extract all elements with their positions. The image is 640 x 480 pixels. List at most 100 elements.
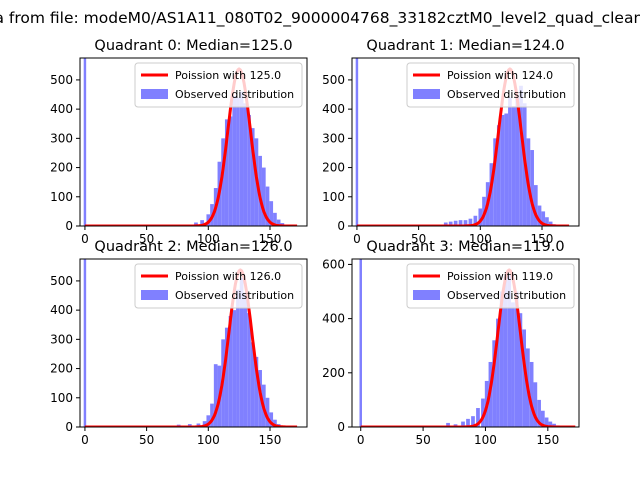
histogram-bar bbox=[533, 185, 538, 226]
legend-label-poisson: Poission with 125.0 bbox=[175, 69, 281, 82]
histogram-bar bbox=[529, 361, 534, 427]
histogram-bar bbox=[515, 97, 520, 226]
histogram-bar-zero bbox=[83, 259, 87, 427]
histogram-bar bbox=[232, 95, 237, 226]
histogram-bar bbox=[453, 220, 458, 226]
histogram-bar bbox=[508, 97, 512, 226]
poisson-curve bbox=[356, 67, 570, 226]
x-tick-label: 150 bbox=[531, 232, 554, 246]
histogram-bar bbox=[239, 277, 244, 427]
axes-frame bbox=[351, 57, 580, 227]
subplot-quadrant-3: 0 50 100 150 0 200 400 600 Poission with 119.0 Ob… bbox=[322, 239, 580, 447]
histogram-bar bbox=[200, 220, 204, 226]
legend-label-poisson: Poission with 124.0 bbox=[447, 69, 553, 82]
histogram-bar bbox=[236, 289, 240, 427]
y-tick-label: 300 bbox=[322, 131, 345, 145]
histogram-bar bbox=[507, 275, 512, 427]
histogram-bar bbox=[541, 211, 546, 226]
legend-label-poisson: Poission with 119.0 bbox=[447, 270, 553, 283]
legend-box bbox=[134, 62, 303, 108]
histogram-bar bbox=[446, 422, 450, 427]
x-tick-label: 150 bbox=[259, 433, 282, 447]
histogram-bar bbox=[463, 220, 468, 226]
histogram-bar bbox=[545, 217, 549, 226]
subplot-title: Quadrant 2: Median=126.0 bbox=[94, 239, 292, 255]
legend: Poission with 124.0 Observed distribution bbox=[406, 62, 575, 108]
histogram-bar bbox=[518, 313, 523, 427]
histogram-bar bbox=[496, 318, 500, 427]
histogram-bar bbox=[473, 215, 478, 226]
histogram-bar bbox=[522, 329, 526, 427]
legend-label-poisson: Poission with 126.0 bbox=[175, 270, 281, 283]
subplot-title: Quadrant 1: Median=124.0 bbox=[366, 38, 564, 54]
histogram-bar bbox=[461, 421, 465, 427]
histogram-bar bbox=[236, 97, 240, 226]
histogram-bar bbox=[503, 276, 508, 427]
x-tick-label: 50 bbox=[411, 232, 426, 246]
y-tick-label: 400 bbox=[50, 102, 73, 116]
histogram-bar bbox=[228, 315, 233, 427]
legend-box bbox=[406, 62, 575, 108]
histogram-bar bbox=[213, 364, 218, 427]
histogram-bar bbox=[468, 218, 473, 226]
y-tick-label: 600 bbox=[322, 257, 345, 271]
histogram-bar bbox=[276, 219, 281, 226]
y-tick-label: 400 bbox=[50, 303, 73, 317]
legend: Poission with 119.0 Observed distribution bbox=[406, 263, 575, 309]
histogram-bar bbox=[481, 398, 485, 427]
plot-area bbox=[355, 58, 570, 226]
histogram-bar bbox=[269, 201, 274, 226]
histogram-bar-zero bbox=[355, 58, 359, 226]
x-tick-label: 100 bbox=[474, 433, 497, 447]
histogram-bar bbox=[239, 91, 244, 226]
histogram-bar bbox=[228, 116, 233, 226]
histogram-bar bbox=[250, 128, 255, 226]
subplot-quadrant-1: 0 50 100 150 0 100 200 300 400 500 Poission with 1… bbox=[322, 38, 580, 246]
subplot-title: Quadrant 0: Median=125.0 bbox=[94, 38, 292, 54]
histogram-bar bbox=[511, 106, 516, 226]
histogram-bar bbox=[448, 221, 453, 226]
histogram-bar bbox=[537, 205, 542, 226]
histogram-bar bbox=[466, 418, 470, 427]
histogram-bar bbox=[243, 292, 248, 427]
histogram-bar bbox=[194, 222, 198, 226]
x-tick-label: 0 bbox=[81, 232, 89, 246]
histogram-bar bbox=[273, 212, 277, 226]
x-tick-label: 0 bbox=[357, 433, 365, 447]
x-tick-label: 100 bbox=[469, 232, 492, 246]
y-tick-label: 400 bbox=[322, 312, 345, 326]
histogram-bar bbox=[221, 138, 225, 226]
plot-area bbox=[83, 259, 298, 427]
legend: Poission with 126.0 Observed distribution bbox=[134, 263, 303, 309]
y-tick-label: 300 bbox=[50, 332, 73, 346]
subplot-title: Quadrant 3: Median=119.0 bbox=[366, 239, 564, 255]
poisson-curve bbox=[84, 268, 298, 427]
histogram-bar bbox=[540, 410, 545, 427]
histogram-bar bbox=[202, 421, 207, 427]
histogram-bar bbox=[537, 399, 541, 427]
histogram-bar bbox=[519, 85, 523, 226]
legend-label-observed: Observed distribution bbox=[447, 88, 566, 101]
histogram-bar bbox=[254, 356, 259, 427]
histogram-bar bbox=[530, 150, 534, 226]
axes-frame bbox=[79, 258, 308, 428]
histogram-bar bbox=[224, 327, 229, 427]
y-tick-label: 500 bbox=[50, 274, 73, 288]
x-tick-label: 100 bbox=[197, 433, 220, 447]
axes-frame bbox=[351, 258, 580, 428]
histogram-bar bbox=[224, 119, 229, 226]
legend-swatch-observed bbox=[141, 89, 168, 99]
histogram-bar bbox=[247, 313, 251, 427]
x-tick-label: 100 bbox=[197, 232, 220, 246]
histogram-bar bbox=[210, 403, 214, 427]
x-tick-label: 150 bbox=[536, 433, 559, 447]
histogram-bar-zero bbox=[83, 58, 87, 226]
legend: Poission with 125.0 Observed distribution bbox=[134, 62, 303, 108]
histogram-bar bbox=[273, 419, 277, 427]
poisson-curve bbox=[84, 67, 298, 226]
histogram-bar bbox=[500, 114, 505, 226]
histogram-bar bbox=[471, 416, 475, 427]
figure-suptitle: Data from file: modeM0/AS1A11_080T02_900… bbox=[0, 9, 640, 28]
